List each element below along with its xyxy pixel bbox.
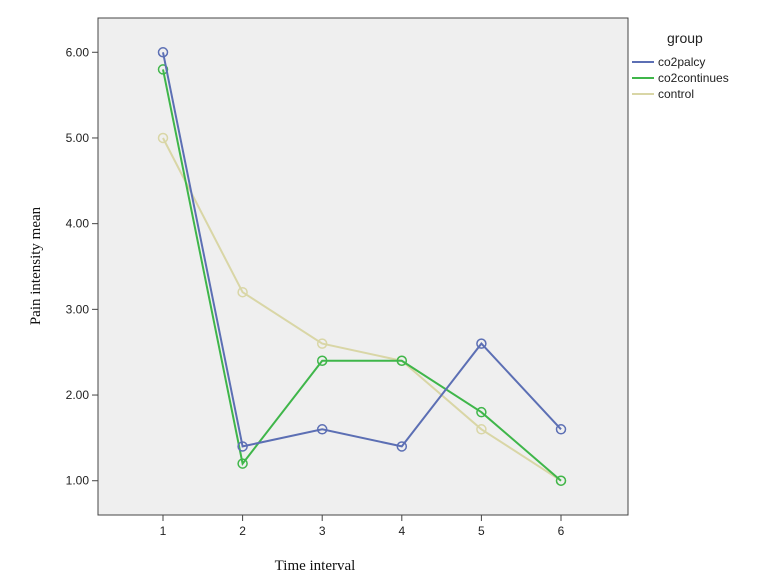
- legend-label: co2continues: [658, 71, 729, 85]
- y-tick-label: 6.00: [66, 45, 90, 59]
- y-axis-title: Pain intensity mean: [28, 206, 44, 325]
- y-tick-label: 4.00: [66, 217, 90, 231]
- data-point: [157, 132, 169, 144]
- data-point: [237, 441, 248, 452]
- data-point: [555, 424, 567, 435]
- y-tick-label: 1.00: [66, 474, 90, 488]
- data-point: [555, 475, 567, 486]
- data-point: [157, 64, 169, 75]
- x-tick-label: 5: [478, 524, 485, 538]
- x-tick-label: 6: [558, 524, 565, 538]
- data-point: [237, 286, 248, 298]
- data-point: [157, 47, 169, 58]
- data-point: [316, 355, 328, 367]
- legend-title: group: [667, 30, 703, 46]
- data-point: [316, 424, 328, 435]
- y-tick-label: 5.00: [66, 131, 90, 145]
- x-tick-label: 2: [239, 524, 246, 538]
- series-line-co2palcy: [162, 52, 562, 448]
- x-tick-label: 1: [160, 524, 167, 538]
- series-line-control: [162, 137, 562, 482]
- legend-label: control: [658, 87, 694, 101]
- series-co2palcy: [157, 47, 567, 452]
- y-axis: 1.00 2.00 3.00 4.00 5.00 6.00: [66, 45, 98, 488]
- data-point: [476, 406, 487, 418]
- data-point: [476, 338, 487, 349]
- series-co2continues: [157, 64, 567, 486]
- x-tick-label: 3: [319, 524, 326, 538]
- x-axis: 1 2 3 4 5 6: [160, 515, 565, 538]
- legend-label: co2palcy: [658, 55, 705, 69]
- data-point: [237, 458, 248, 469]
- legend: group co2palcy co2continues control: [632, 30, 729, 101]
- data-point: [396, 355, 408, 367]
- series-line-co2continues: [162, 69, 562, 482]
- plot-area: [97, 17, 629, 516]
- y-tick-label: 3.00: [66, 302, 90, 316]
- data-point: [396, 441, 408, 452]
- data-point: [316, 338, 328, 349]
- series-layer: [157, 47, 567, 486]
- x-axis-title: Time interval: [275, 558, 356, 574]
- data-point: [476, 424, 487, 435]
- y-tick-label: 2.00: [66, 388, 90, 402]
- x-tick-label: 4: [398, 524, 405, 538]
